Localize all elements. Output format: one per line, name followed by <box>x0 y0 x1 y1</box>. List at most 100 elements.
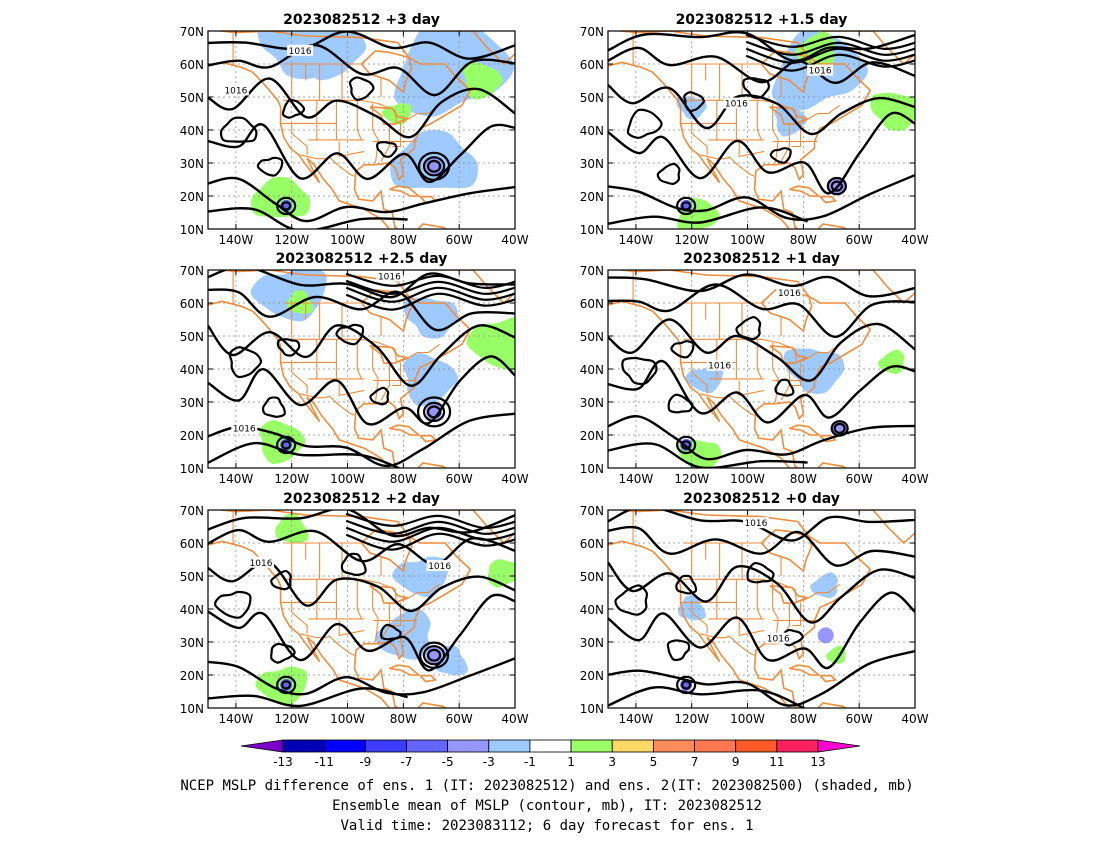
mslp-contour-closed <box>256 156 284 177</box>
lat-tick-label: 30N <box>580 636 604 650</box>
mslp-contour-closed <box>666 639 691 662</box>
mslp-contour-closed <box>675 574 698 595</box>
lat-tick-label: 10N <box>580 702 604 716</box>
caption: NCEP MSLP difference of ens. 1 (IT: 2023… <box>180 778 913 834</box>
lat-tick-label: 40N <box>580 124 604 138</box>
mslp-contour <box>208 324 515 387</box>
political-border <box>356 100 363 141</box>
coastline <box>389 664 421 676</box>
panel-title: 2023082512 +1 day <box>683 251 840 267</box>
lon-tick-label: 60W <box>846 233 873 247</box>
positive-difference-shading <box>488 559 515 588</box>
political-border <box>299 633 355 656</box>
lon-tick-label: 80W <box>790 233 817 247</box>
lat-tick-label: 70N <box>180 264 204 278</box>
political-border <box>756 579 763 620</box>
colorbar-swatch <box>447 739 490 753</box>
political-border <box>356 579 363 620</box>
colorbar-label: -13 <box>273 755 293 769</box>
positive-difference-shading <box>463 62 503 100</box>
political-border <box>780 123 790 162</box>
colorbar-max-arrow <box>817 739 861 753</box>
colorbar-min-arrow <box>240 739 284 753</box>
mslp-contour <box>208 510 515 538</box>
colorbar-swatch <box>282 739 325 753</box>
contour-label-bg <box>222 84 249 96</box>
lon-tick-label: 140W <box>219 712 254 726</box>
coastline <box>760 528 813 573</box>
mslp-contour-closed <box>214 590 252 619</box>
mslp-contour <box>208 31 515 60</box>
map-area: 1016 1016 <box>208 510 515 708</box>
lon-tick-label: 60W <box>846 472 873 486</box>
political-border <box>392 362 402 387</box>
mslp-contour-closed <box>735 316 762 341</box>
political-border <box>756 100 763 141</box>
lon-tick-label: 100W <box>330 712 365 726</box>
mslp-contour <box>745 47 915 64</box>
political-border <box>372 103 379 164</box>
contour-label: 1016 <box>378 273 401 283</box>
negative-difference-shading <box>810 572 838 599</box>
mslp-contour-closed <box>369 386 390 406</box>
contour-label-bg <box>776 287 803 299</box>
low-pressure-contour <box>276 435 297 455</box>
positive-difference-shading <box>275 513 309 544</box>
political-border <box>772 582 779 643</box>
contour-label: 1016 <box>224 86 247 96</box>
mslp-contour <box>608 510 915 542</box>
lat-tick-label: 20N <box>580 669 604 683</box>
panel-title: 2023082512 +2 day <box>283 491 440 507</box>
colorbar: -13 -11 -9 -7 -5 -3 -1 1 3 5 7 9 11 13 <box>240 739 861 769</box>
mslp-contour <box>208 657 515 696</box>
colorbar-label: -9 <box>359 755 371 769</box>
political-border <box>291 602 308 634</box>
mslp-contour <box>608 83 915 136</box>
lat-tick-label: 30N <box>580 157 604 171</box>
colorbar-label: -7 <box>400 755 412 769</box>
contour-label-bg <box>807 64 834 76</box>
colorbar-swatch <box>694 739 737 753</box>
lon-tick-label: 40W <box>501 712 528 726</box>
political-border <box>792 362 802 387</box>
political-border <box>691 362 708 394</box>
contour-label-bg <box>287 44 314 56</box>
coastline <box>419 674 438 683</box>
lon-tick-label: 140W <box>619 233 654 247</box>
lon-tick-label: 40W <box>901 233 928 247</box>
positive-difference-shading <box>878 349 905 374</box>
lat-tick-label: 60N <box>180 58 204 72</box>
lat-tick-label: 30N <box>580 396 604 410</box>
lat-tick-label: 50N <box>180 570 204 584</box>
lat-tick-label: 50N <box>580 330 604 344</box>
lon-tick-label: 100W <box>330 472 365 486</box>
low-pressure-contour <box>416 396 452 428</box>
lat-tick-label: 60N <box>580 297 604 311</box>
lon-tick-label: 60W <box>446 233 473 247</box>
political-border <box>283 99 440 125</box>
colorbar-label: -11 <box>314 755 334 769</box>
contour-label: 1016 <box>809 67 832 77</box>
lat-tick-label: 30N <box>180 157 204 171</box>
mslp-contour <box>608 591 915 670</box>
lon-tick-label: 80W <box>390 472 417 486</box>
contour-label: 1016 <box>250 559 273 569</box>
colorbar-label: 5 <box>650 755 658 769</box>
lat-tick-label: 70N <box>580 264 604 278</box>
coastline <box>822 270 915 305</box>
lon-tick-label: 120W <box>674 712 709 726</box>
panel-title: 2023082512 +0 day <box>683 491 840 507</box>
coastline <box>208 300 393 468</box>
mslp-contour <box>208 77 515 139</box>
panel-title: 2023082512 +3 day <box>283 12 440 28</box>
low-pressure-contour <box>276 675 297 695</box>
positive-difference-shading <box>466 316 515 371</box>
contour-label: 1016 <box>708 362 731 372</box>
mslp-contour <box>345 519 515 535</box>
map-panel-4: 2023082512 +1 day 1016 1016 70N 60N 50N 40N 30N… <box>580 251 929 486</box>
low-pressure-contour <box>826 176 847 196</box>
map-area: 1016 1016 <box>608 270 915 468</box>
political-border <box>792 123 802 148</box>
lon-tick-label: 100W <box>730 712 765 726</box>
lon-tick-label: 60W <box>446 472 473 486</box>
